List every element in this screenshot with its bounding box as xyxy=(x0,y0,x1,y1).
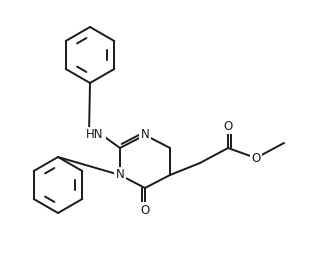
Text: O: O xyxy=(252,151,260,165)
Text: O: O xyxy=(140,203,150,217)
Text: N: N xyxy=(116,169,124,181)
Text: O: O xyxy=(223,120,233,132)
Text: HN: HN xyxy=(86,128,104,142)
Text: N: N xyxy=(140,128,149,142)
